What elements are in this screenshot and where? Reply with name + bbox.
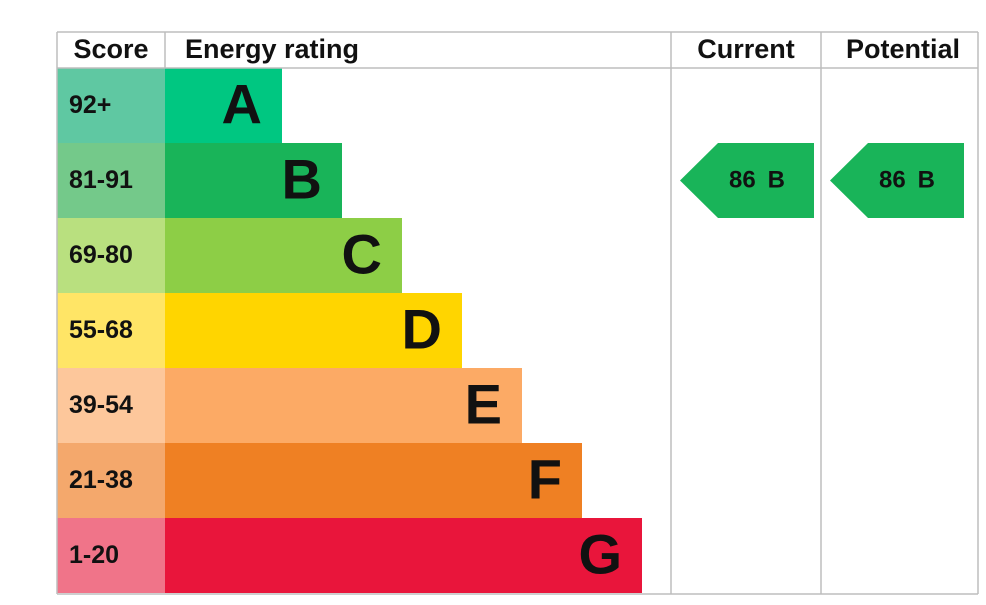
header-score: Score	[73, 34, 148, 64]
score-range: 81-91	[69, 166, 133, 194]
score-cell	[57, 293, 165, 368]
rating-letter: A	[222, 72, 262, 135]
arrow-shape	[680, 143, 814, 218]
grid	[56, 31, 979, 595]
arrow-label: 86 B	[879, 167, 935, 194]
score-cell	[57, 68, 165, 143]
score-cell	[57, 443, 165, 518]
rating-bar	[165, 368, 522, 443]
rating-bar	[165, 68, 282, 143]
score-range: 39-54	[69, 391, 133, 419]
potential-arrow: 86 B	[830, 143, 964, 218]
arrow-shape	[830, 143, 964, 218]
header-potential: Potential	[846, 34, 960, 64]
arrow-score: 86	[729, 167, 756, 194]
arrow-band: B	[918, 167, 935, 194]
rating-bar	[165, 143, 342, 218]
rating-letter: F	[528, 447, 562, 510]
rating-letter: B	[282, 147, 322, 210]
rating-letter: C	[342, 222, 382, 285]
current-arrow: 86 B	[680, 143, 814, 218]
rating-letter: E	[465, 372, 502, 435]
score-cell	[57, 368, 165, 443]
score-range: 69-80	[69, 241, 133, 269]
arrow-band: B	[768, 167, 785, 194]
score-cell	[57, 218, 165, 293]
rating-letter: D	[402, 297, 442, 360]
header-rating: Energy rating	[185, 34, 359, 64]
rating-bar	[165, 443, 582, 518]
rating-bar	[165, 218, 402, 293]
rows: 92+ A 81-91 B 69-80 C 55-68 D 39-54 E 21-38 F 1-20 G	[57, 68, 642, 593]
score-range: 21-38	[69, 466, 133, 494]
rating-bar	[165, 293, 462, 368]
score-cell	[57, 143, 165, 218]
score-range: 1-20	[69, 541, 119, 569]
arrow-score: 86	[879, 167, 906, 194]
score-cell	[57, 518, 165, 593]
score-range: 55-68	[69, 316, 133, 344]
arrow-label: 86 B	[729, 167, 785, 194]
header-current: Current	[697, 34, 795, 64]
rating-bar	[165, 518, 642, 593]
rating-letter: G	[578, 522, 622, 585]
score-range: 92+	[69, 91, 111, 119]
